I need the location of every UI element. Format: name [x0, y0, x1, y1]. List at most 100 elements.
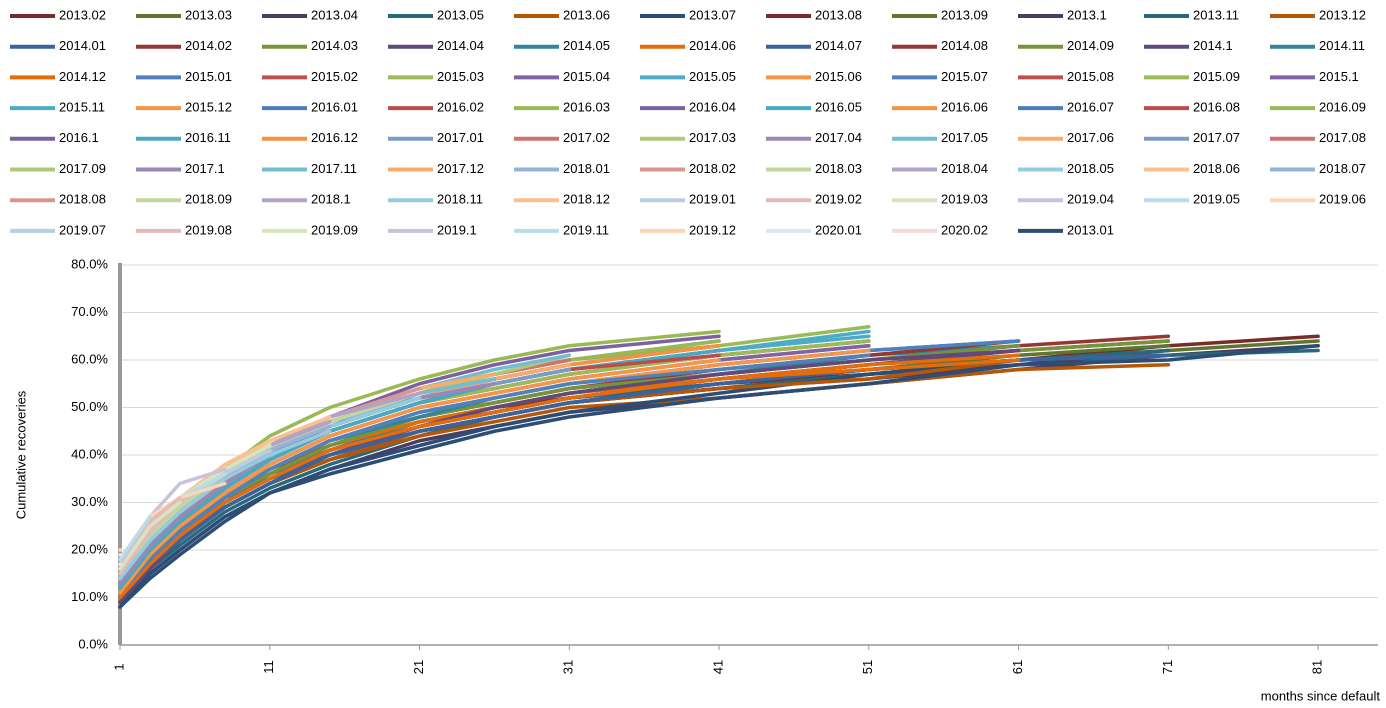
y-tick-label: 0.0% [78, 636, 108, 651]
y-tick-label: 70.0% [71, 304, 108, 319]
series-line [118, 344, 1320, 609]
legend-label: 2016.06 [941, 100, 988, 115]
x-tick-label: 1 [111, 663, 126, 670]
legend-label: 2014.02 [185, 38, 232, 53]
legend-label: 2018.09 [185, 192, 232, 207]
legend-label: 2013.01 [1067, 222, 1114, 237]
legend-label: 2017.12 [437, 161, 484, 176]
legend-label: 2015.01 [185, 69, 232, 84]
legend-label: 2013.03 [185, 7, 232, 22]
x-axis-title: months since default [1261, 688, 1381, 703]
legend-label: 2013.06 [563, 7, 610, 22]
legend-label: 2014.01 [59, 38, 106, 53]
legend-label: 2014.04 [437, 38, 484, 53]
legend-label: 2017.09 [59, 161, 106, 176]
legend-label: 2017.04 [815, 130, 862, 145]
legend-label: 2013.1 [1067, 7, 1107, 22]
series-line [118, 358, 721, 595]
legend-label: 2015.04 [563, 69, 610, 84]
legend-label: 2014.08 [941, 38, 988, 53]
legend-label: 2015.07 [941, 69, 988, 84]
legend-label: 2013.05 [437, 7, 484, 22]
series-line [118, 500, 182, 571]
legend-label: 2017.07 [1193, 130, 1240, 145]
legend-label: 2018.08 [59, 192, 106, 207]
legend-label: 2014.11 [1319, 38, 1365, 53]
legend-label: 2016.1 [59, 130, 99, 145]
legend-label: 2019.12 [689, 222, 736, 237]
y-axis-title: Cumulative recoveries [13, 390, 28, 519]
legend-label: 2017.02 [563, 130, 610, 145]
series-line [118, 329, 721, 585]
legend-label: 2019.06 [1319, 192, 1366, 207]
legend-label: 2017.11 [311, 161, 357, 176]
legend-label: 2015.12 [185, 100, 232, 115]
y-tick-label: 20.0% [71, 541, 108, 556]
legend-label: 2017.05 [941, 130, 988, 145]
legend-label: 2018.11 [437, 192, 483, 207]
legend-label: 2020.01 [815, 222, 862, 237]
y-tick-label: 50.0% [71, 399, 108, 414]
legend-label: 2013.12 [1319, 7, 1366, 22]
legend-label: 2013.07 [689, 7, 736, 22]
legend-label: 2014.12 [59, 69, 106, 84]
x-tick-label: 71 [1160, 660, 1175, 674]
legend-label: 2016.04 [689, 100, 736, 115]
legend-label: 2015.08 [1067, 69, 1114, 84]
legend-label: 2015.05 [689, 69, 736, 84]
legend-label: 2019.02 [815, 192, 862, 207]
y-tick-label: 60.0% [71, 351, 108, 366]
legend-label: 2015.03 [437, 69, 484, 84]
legend-label: 2019.11 [563, 222, 609, 237]
x-tick-label: 31 [561, 660, 576, 674]
legend-label: 2013.04 [311, 7, 358, 22]
legend-label: 2018.12 [563, 192, 610, 207]
legend-label: 2018.05 [1067, 161, 1114, 176]
legend-label: 2019.01 [689, 192, 736, 207]
legend-label: 2018.03 [815, 161, 862, 176]
legend-label: 2018.04 [941, 161, 988, 176]
legend-label: 2014.05 [563, 38, 610, 53]
x-tick-label: 21 [411, 660, 426, 674]
legend-label: 2019.03 [941, 192, 988, 207]
legend-label: 2015.1 [1319, 69, 1359, 84]
legend-label: 2016.08 [1193, 100, 1240, 115]
legend-label: 2015.11 [59, 100, 105, 115]
legend-label: 2018.01 [563, 161, 610, 176]
x-tick-label: 41 [710, 660, 725, 674]
legend-label: 2016.01 [311, 100, 358, 115]
legend-label: 2013.11 [1193, 7, 1239, 22]
y-tick-label: 40.0% [71, 446, 108, 461]
legend-label: 2016.09 [1319, 100, 1366, 115]
legend-label: 2013.08 [815, 7, 862, 22]
legend-label: 2015.06 [815, 69, 862, 84]
legend-label: 2017.06 [1067, 130, 1114, 145]
legend-label: 2018.1 [311, 192, 351, 207]
legend-label: 2016.11 [185, 130, 231, 145]
y-tick-label: 10.0% [71, 589, 108, 604]
legend-label: 2017.03 [689, 130, 736, 145]
x-tick-label: 51 [860, 660, 875, 674]
series-line [118, 515, 152, 562]
legend-label: 2017.1 [185, 161, 225, 176]
legend-label: 2019.07 [59, 222, 106, 237]
y-tick-label: 30.0% [71, 494, 108, 509]
legend-label: 2017.08 [1319, 130, 1366, 145]
legend-label: 2016.05 [815, 100, 862, 115]
legend-label: 2019.05 [1193, 192, 1240, 207]
legend-label: 2015.09 [1193, 69, 1240, 84]
legend-label: 2019.04 [1067, 192, 1114, 207]
legend-label: 2018.07 [1319, 161, 1366, 176]
legend-label: 2013.09 [941, 7, 988, 22]
legend-label: 2019.1 [437, 222, 477, 237]
legend-label: 2014.07 [815, 38, 862, 53]
series-line [118, 358, 1021, 600]
legend-label: 2013.02 [59, 7, 106, 22]
legend-label: 2019.09 [311, 222, 358, 237]
legend-label: 2016.07 [1067, 100, 1114, 115]
legend-label: 2017.01 [437, 130, 484, 145]
legend-label: 2020.02 [941, 222, 988, 237]
legend-label: 2014.03 [311, 38, 358, 53]
legend-label: 2016.03 [563, 100, 610, 115]
legend-label: 2016.02 [437, 100, 484, 115]
